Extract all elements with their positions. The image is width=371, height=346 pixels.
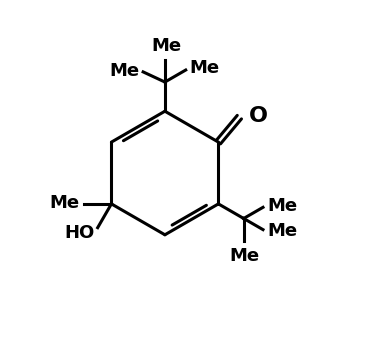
Text: Me: Me <box>152 37 182 55</box>
Text: HO: HO <box>64 224 94 242</box>
Text: Me: Me <box>50 193 80 211</box>
Text: Me: Me <box>267 222 297 240</box>
Text: O: O <box>249 107 268 126</box>
Text: Me: Me <box>267 197 297 215</box>
Text: Me: Me <box>190 59 220 77</box>
Text: Me: Me <box>109 62 139 80</box>
Text: Me: Me <box>230 247 260 265</box>
